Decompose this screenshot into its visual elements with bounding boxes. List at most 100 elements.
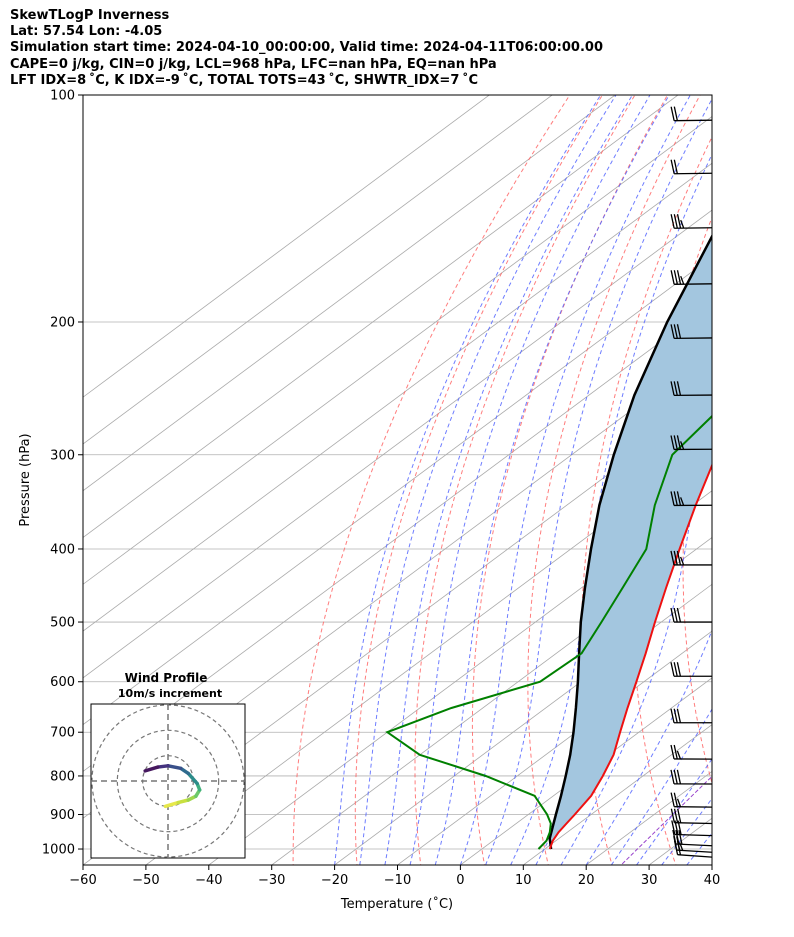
y-tick-label: 100 xyxy=(50,89,75,104)
wind-barb xyxy=(670,662,712,677)
barb-flag xyxy=(676,491,682,506)
barb-flag xyxy=(672,829,677,845)
wind-barb xyxy=(670,769,712,785)
barb-flag xyxy=(676,662,682,677)
wind-barb xyxy=(670,381,712,397)
x-tick-label: −60 xyxy=(69,873,96,888)
barb-flag xyxy=(673,808,679,823)
chart-title: SkewTLogP Inverness xyxy=(10,8,170,23)
y-tick-label: 300 xyxy=(50,448,75,463)
barb-flag xyxy=(673,491,678,506)
hodograph-segment xyxy=(143,765,160,773)
barb-flag xyxy=(673,769,678,784)
barb-flag xyxy=(677,808,682,823)
barb-flag xyxy=(676,381,682,396)
wind-barb xyxy=(670,607,712,623)
barb-flag xyxy=(673,662,678,677)
moist-adiabat xyxy=(610,708,712,865)
y-axis-label: Pressure (hPa) xyxy=(18,433,33,526)
plot-area xyxy=(83,95,794,868)
moist-adiabat xyxy=(485,98,712,865)
barb-flag xyxy=(676,550,682,566)
barb-flag xyxy=(676,324,682,339)
parcel-profile-line xyxy=(548,233,712,850)
isotherm-line xyxy=(83,95,490,398)
chart-header: SkewTLogP Inverness Lat: 57.54 Lon: -4.0… xyxy=(10,8,603,89)
dry-adiabat xyxy=(779,95,794,868)
barb-flag xyxy=(676,214,682,229)
barb-flag xyxy=(680,497,685,506)
x-tick-label: −30 xyxy=(258,873,285,888)
isotherm-line xyxy=(522,724,712,865)
barb-staff xyxy=(674,822,712,825)
y-tick-label: 200 xyxy=(50,315,75,330)
barb-staff xyxy=(677,854,712,858)
isotherm-line xyxy=(83,209,712,679)
x-axis-label: Temperature (˚C) xyxy=(340,896,453,912)
barb-flag xyxy=(673,708,678,723)
barb-flag xyxy=(673,550,678,566)
dry-adiabat xyxy=(292,95,571,865)
isotherm-line xyxy=(83,95,553,445)
hodograph-inset: Wind Profile 10m/s increment xyxy=(90,671,246,859)
x-tick-label: −50 xyxy=(132,873,159,888)
x-tick-label: 40 xyxy=(704,873,721,888)
hodograph-segment xyxy=(166,764,183,771)
cape-region xyxy=(549,236,712,849)
wind-barb xyxy=(670,324,712,340)
barb-flag xyxy=(680,275,685,285)
barb-flag xyxy=(671,820,676,835)
barb-flag xyxy=(670,214,675,229)
moist-adiabat xyxy=(359,95,617,865)
barb-flag xyxy=(670,435,675,450)
x-tick-label: −20 xyxy=(321,873,348,888)
barb-flag xyxy=(673,607,678,623)
hodograph-segment xyxy=(163,800,180,809)
temperature-profile-line xyxy=(548,462,712,850)
barb-flag xyxy=(679,556,685,566)
barb-flag xyxy=(670,270,675,285)
barb-flag xyxy=(670,491,675,506)
barb-flag xyxy=(673,435,678,450)
y-tick-label: 800 xyxy=(50,769,75,784)
barb-flag xyxy=(670,708,675,723)
barb-flag xyxy=(680,219,685,229)
dry-adiabat xyxy=(632,216,712,865)
wind-barb xyxy=(670,159,712,175)
dry-adiabat xyxy=(732,95,794,868)
barb-flag xyxy=(676,435,682,450)
barb-flag xyxy=(670,324,675,339)
x-tick-label: 10 xyxy=(515,873,532,888)
dry-adiabat xyxy=(471,95,668,865)
isotherm-line xyxy=(83,256,712,726)
isotherm-line xyxy=(83,162,712,632)
barb-flag xyxy=(676,769,682,785)
barb-flag xyxy=(678,830,683,845)
x-tick-label: −10 xyxy=(384,873,411,888)
indices-line-1: CAPE=0 j/kg, CIN=0 j/kg, LCL=968 hPa, LF… xyxy=(10,56,497,72)
barb-flag xyxy=(676,270,682,285)
barb-flag xyxy=(673,159,678,174)
x-tick-label: 20 xyxy=(578,873,595,888)
isotherm-line xyxy=(459,677,712,865)
barb-flag xyxy=(670,106,675,121)
isotherm-line xyxy=(333,583,712,865)
isotherm-line xyxy=(83,95,679,539)
isotherm-line xyxy=(83,95,616,492)
barb-flag xyxy=(673,792,678,807)
y-tick-label: 600 xyxy=(50,675,75,690)
x-tick-label: 30 xyxy=(641,873,658,888)
wind-barb xyxy=(670,214,712,229)
dewpoint-profile-line xyxy=(385,414,712,850)
barb-flag xyxy=(670,381,675,396)
hodograph-segment xyxy=(186,771,199,786)
hodograph-ring xyxy=(116,729,220,833)
dry-adiabat xyxy=(414,95,636,865)
wind-barb xyxy=(670,792,712,808)
barb-flag xyxy=(670,159,675,174)
barb-flag xyxy=(670,792,675,807)
wind-barb xyxy=(670,550,712,566)
barb-flag xyxy=(676,607,682,623)
barb-flag xyxy=(680,441,685,450)
